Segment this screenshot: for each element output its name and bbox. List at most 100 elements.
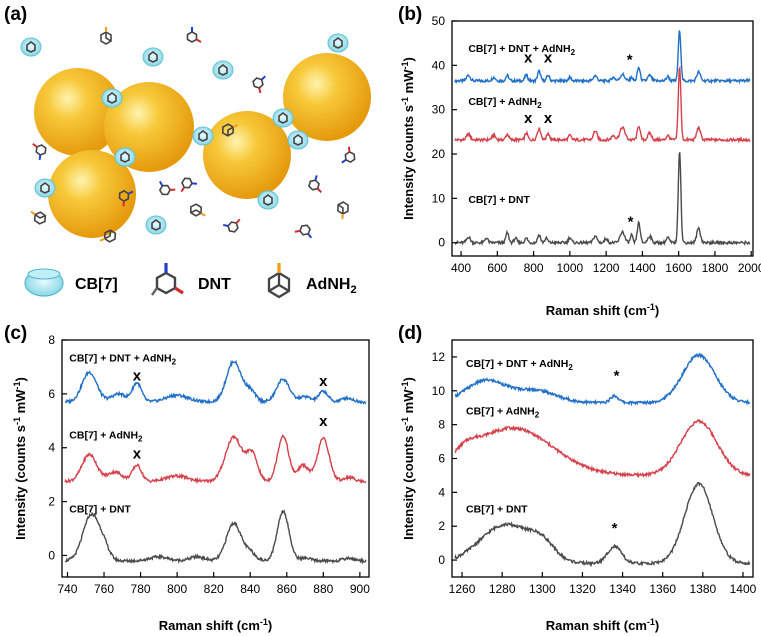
peak-marker: * <box>628 214 634 231</box>
x-tick-label: 1400 <box>730 582 757 596</box>
adnh2-molecule <box>99 229 117 243</box>
peak-marker: x <box>524 110 533 127</box>
x-tick-label: 1000 <box>557 261 584 275</box>
nanoparticle-scene <box>20 27 371 243</box>
gold-nanoparticle <box>283 53 371 141</box>
y-axis-title: Intensity (counts s-1 mW-1) <box>400 57 416 220</box>
y-axis-title: Intensity (counts s-1 mW-1) <box>400 377 416 540</box>
x-axis-title: Raman shift (cm-1) <box>546 302 660 318</box>
dnt-molecule <box>158 180 176 196</box>
chart-panel-d: (d) CB[7] + DNT + AdNH2 CB[7] + AdNH2 CB[7]… <box>398 323 757 633</box>
series-line-red <box>454 65 751 144</box>
series-line-blue <box>64 359 367 405</box>
y-tick-label: 0 <box>438 236 445 250</box>
dnt-molecule <box>341 146 356 164</box>
cb7-molecule <box>34 178 56 198</box>
series-label: CB[7] + DNT <box>69 503 131 515</box>
x-tick-label: 840 <box>240 582 260 596</box>
y-tick-label: 0 <box>48 548 55 562</box>
cb7-molecule <box>192 126 214 146</box>
series-line-gray <box>454 152 751 247</box>
adnh2-icon <box>267 263 291 299</box>
series-label: CB[7] + AdNH2 <box>468 96 542 110</box>
x-tick-label: 820 <box>204 582 224 596</box>
x-axis-title: Raman shift (cm-1) <box>159 617 273 633</box>
y-tick-label: 6 <box>438 452 445 466</box>
peak-marker: x <box>544 110 553 127</box>
cb7-molecule <box>327 33 349 53</box>
panel-a-label: (a) <box>4 4 27 25</box>
dnt-molecule <box>294 224 313 239</box>
y-tick-label: 20 <box>432 147 446 161</box>
panel-a-legend: CB[7] DNT AdNH2 <box>24 263 357 299</box>
dnt-molecule <box>118 189 134 207</box>
cb7-molecule <box>212 60 234 80</box>
y-tick-label: 8 <box>438 418 445 432</box>
x-tick-label: 800 <box>524 261 544 275</box>
y-tick-label: 10 <box>432 191 446 205</box>
peak-marker: x <box>524 50 533 67</box>
x-tick-label: 1600 <box>665 261 692 275</box>
adnh2-molecule <box>221 123 239 137</box>
gold-nanoparticle <box>203 111 291 199</box>
series-line-red <box>64 434 367 485</box>
y-axis-title: Intensity (counts s-1 mW-1) <box>12 377 28 540</box>
y-tick-label: 12 <box>432 350 446 364</box>
y-tick-label: 50 <box>432 14 446 28</box>
series-line-red <box>454 418 751 479</box>
peak-marker: * <box>614 368 620 385</box>
x-tick-label: 780 <box>131 582 151 596</box>
plot-frame <box>451 20 754 257</box>
plot-frame <box>451 339 754 578</box>
x-axis-title: Raman shift (cm-1) <box>546 617 660 633</box>
dnt-molecule <box>308 175 322 193</box>
cb7-molecule <box>20 37 42 57</box>
y-tick-label: 8 <box>48 333 55 347</box>
x-tick-label: 1400 <box>629 261 656 275</box>
x-tick-label: 800 <box>167 582 187 596</box>
adnh2-molecule <box>189 203 206 217</box>
dnt-molecule <box>186 27 202 43</box>
series-line-blue <box>454 30 751 85</box>
gold-nanoparticle <box>48 150 136 238</box>
x-tick-label: 400 <box>451 261 471 275</box>
cb7-molecule <box>257 190 279 210</box>
panel-a-illustration: (a) CB[7] DNT AdNH2 <box>4 4 371 299</box>
plot-frame <box>61 339 370 578</box>
series-label: CB[7] + DNT <box>468 194 530 206</box>
y-tick-label: 2 <box>438 519 445 533</box>
peak-marker: x <box>133 446 142 463</box>
x-tick-label: 1340 <box>609 582 636 596</box>
adnh2-molecule <box>30 210 47 225</box>
dnt-molecule <box>223 218 241 233</box>
dnt-molecule <box>252 75 266 94</box>
series-label: CB[7] + DNT + AdNH2 <box>468 43 575 57</box>
x-tick-label: 1800 <box>702 261 729 275</box>
y-tick-label: 2 <box>48 495 55 509</box>
series-line-blue <box>454 352 751 407</box>
dnt-molecule <box>32 142 47 161</box>
y-tick-label: 30 <box>432 103 446 117</box>
dnt-icon <box>151 263 184 296</box>
gold-nanoparticle <box>34 68 122 156</box>
x-tick-label: 1280 <box>489 582 516 596</box>
peak-marker: * <box>612 520 618 537</box>
series-line-gray <box>64 509 367 565</box>
y-tick-label: 6 <box>48 387 55 401</box>
x-tick-label: 900 <box>350 582 370 596</box>
x-tick-label: 1380 <box>689 582 716 596</box>
legend-adnh2-label: AdNH2 <box>306 276 357 296</box>
x-tick-label: 1260 <box>449 582 476 596</box>
x-tick-label: 860 <box>277 582 297 596</box>
x-tick-label: 760 <box>94 582 114 596</box>
chart-panel-b: (b) CB[7] + DNT + AdNH2 CB[7] + AdNH2 CB[7]… <box>398 4 761 318</box>
peak-marker: x <box>544 50 553 67</box>
x-tick-label: 1360 <box>649 582 676 596</box>
x-tick-label: 1200 <box>593 261 620 275</box>
chart-panel-c: (c) CB[7] + DNT + AdNH2 CB[7] + AdNH2 CB[7]… <box>4 323 370 633</box>
peak-marker: x <box>319 373 328 390</box>
dnt-molecule <box>180 177 198 193</box>
